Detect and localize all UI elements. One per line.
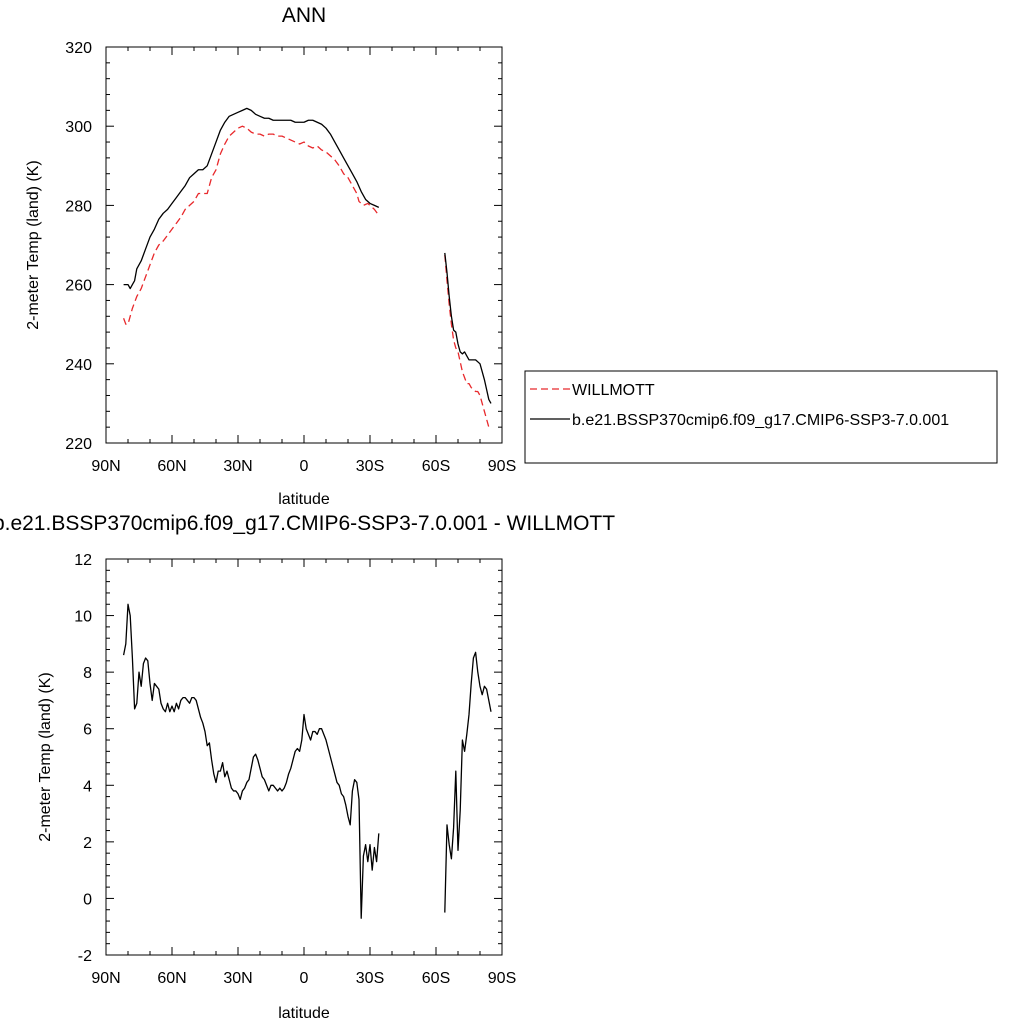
bottom-x-tick-label: 60N — [157, 970, 186, 987]
bottom-x-axis-label: latitude — [278, 1005, 330, 1022]
bottom-y-tick-label: 6 — [83, 722, 92, 739]
top-x-tick-label: 0 — [300, 458, 309, 475]
top-x-tick-label: 60N — [157, 458, 186, 475]
legend-label-model: b.e21.BSSP370cmip6.f09_g17.CMIP6-SSP3-7.… — [572, 412, 949, 429]
top-y-tick-label: 300 — [65, 119, 92, 136]
top-lines — [122, 107, 492, 430]
top-y-tick-label: 240 — [65, 357, 92, 374]
bottom-y-axis-label: 2-meter Temp (land) (K) — [37, 672, 54, 842]
bottom-plot-frame — [105, 558, 503, 956]
bottom-x-tick-label: 30N — [223, 970, 252, 987]
legend-label-willmott: WILLMOTT — [572, 382, 655, 399]
bottom-chart: b.e21.BSSP370cmip6.f09_g17.CMIP6-SSP3-7.… — [0, 512, 615, 1022]
bottom-y-tick-label: 12 — [74, 552, 92, 569]
legend-box — [524, 370, 998, 464]
top-y-tick-label: 280 — [65, 198, 92, 215]
top-chart: ANN 90N 60N 30N 0 30S 60S 90S 220 240 260 280 300 32… — [25, 4, 516, 508]
top-y-tick-label: 220 — [65, 436, 92, 453]
top-chart-title: ANN — [282, 4, 326, 27]
bottom-lines — [122, 603, 492, 919]
bottom-x-tick-label: 90N — [91, 970, 120, 987]
top-series-1-segment-0 — [123, 107, 380, 290]
bottom-series-0-segment-0 — [122, 603, 380, 919]
bottom-x-tick-label: 60S — [422, 970, 450, 987]
top-x-tick-label: 90N — [91, 458, 120, 475]
legend: WILLMOTT b.e21.BSSP370cmip6.f09_g17.CMIP… — [524, 370, 998, 464]
top-series-0-segment-1 — [444, 254, 492, 430]
top-y-tick-label: 260 — [65, 278, 92, 295]
bottom-y-tick-label: 10 — [74, 609, 92, 626]
bottom-y-tick-label: 0 — [83, 891, 92, 908]
top-y-tick-label: 320 — [65, 40, 92, 57]
top-x-tick-label: 30S — [356, 458, 384, 475]
top-plot-frame — [105, 46, 503, 444]
top-x-tick-label: 90S — [488, 458, 516, 475]
bottom-ticks: 90N 60N 30N 0 30S 60S 90S -2 0 2 4 6 8 10 12 — [74, 552, 516, 987]
bottom-y-tick-label: 8 — [83, 665, 92, 682]
bottom-series-0-segment-1 — [444, 651, 492, 913]
top-y-axis-label: 2-meter Temp (land) (K) — [25, 160, 42, 330]
top-x-axis-label: latitude — [278, 491, 330, 508]
top-ticks: 90N 60N 30N 0 30S 60S 90S 220 240 260 280 300 320 — [65, 40, 516, 475]
bottom-chart-title: b.e21.BSSP370cmip6.f09_g17.CMIP6-SSP3-7.… — [0, 512, 615, 535]
bottom-x-tick-label: 0 — [300, 970, 309, 987]
top-x-tick-label: 30N — [223, 458, 252, 475]
bottom-y-tick-label: 2 — [83, 835, 92, 852]
bottom-x-tick-label: 30S — [356, 970, 384, 987]
top-series-0-segment-0 — [122, 125, 380, 325]
bottom-y-tick-label: 4 — [83, 778, 92, 795]
bottom-x-tick-label: 90S — [488, 970, 516, 987]
top-x-tick-label: 60S — [422, 458, 450, 475]
bottom-y-tick-label: -2 — [78, 948, 92, 965]
top-series-1-segment-1 — [444, 252, 492, 404]
